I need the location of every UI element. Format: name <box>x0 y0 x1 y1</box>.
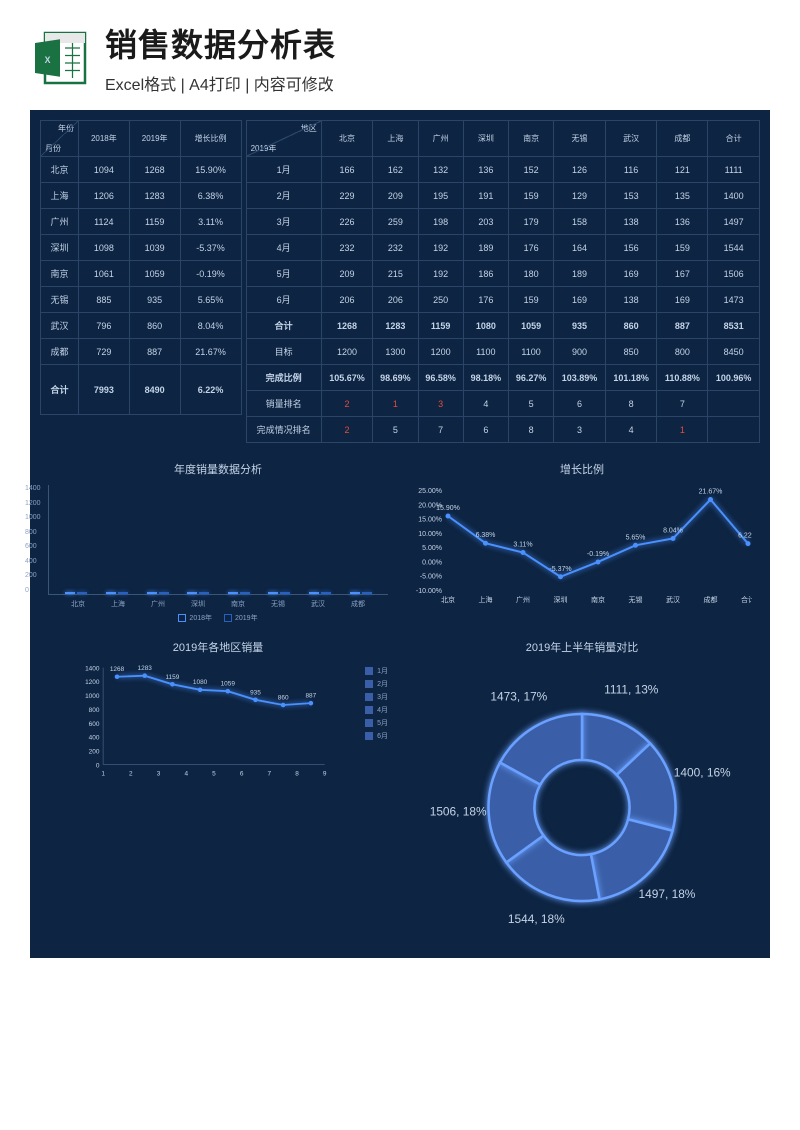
svg-text:合计: 合计 <box>741 595 752 604</box>
table-cell: 北京 <box>41 157 79 183</box>
svg-text:1400, 16%: 1400, 16% <box>674 766 731 780</box>
svg-text:6: 6 <box>240 771 244 778</box>
svg-text:5: 5 <box>212 771 216 778</box>
table-cell: 上海 <box>41 183 79 209</box>
svg-text:南京: 南京 <box>591 595 605 604</box>
svg-text:800: 800 <box>89 707 100 714</box>
table-cell: 成都 <box>41 339 79 365</box>
svg-text:-10.00%: -10.00% <box>416 588 442 595</box>
growth-chart: 增长比例 25.00%20.00%15.00%10.00%5.00%0.00%-… <box>404 453 760 623</box>
svg-text:1268: 1268 <box>110 666 125 673</box>
svg-text:武汉: 武汉 <box>666 595 680 604</box>
svg-text:-0.19%: -0.19% <box>587 551 609 558</box>
svg-text:860: 860 <box>278 694 289 701</box>
right-table: 地区2019年 北京上海广州深圳南京无锡武汉成都合计 1月16616213213… <box>246 120 760 443</box>
svg-text:1: 1 <box>101 771 105 778</box>
svg-text:3: 3 <box>157 771 161 778</box>
page-subtitle: Excel格式 | A4打印 | 内容可修改 <box>105 71 770 95</box>
table-cell: 广州 <box>41 209 79 235</box>
svg-text:15.90%: 15.90% <box>436 505 460 512</box>
svg-text:6.38%: 6.38% <box>476 532 496 539</box>
left-table: 年份月份 2018年 2019年 增长比例 北京1094126815.90%上海… <box>40 120 242 415</box>
bar-chart: 年度销量数据分析 1400120010008006004002000 北京上海广… <box>40 453 396 623</box>
svg-text:1080: 1080 <box>193 679 208 686</box>
svg-text:7: 7 <box>268 771 272 778</box>
svg-text:1400: 1400 <box>85 665 100 672</box>
svg-text:200: 200 <box>89 748 100 755</box>
dashboard: 年份月份 2018年 2019年 增长比例 北京1094126815.90%上海… <box>30 110 770 958</box>
svg-text:887: 887 <box>305 693 316 700</box>
svg-text:成都: 成都 <box>704 595 718 604</box>
svg-text:广州: 广州 <box>516 595 530 604</box>
svg-text:5.65%: 5.65% <box>626 534 646 541</box>
svg-text:深圳: 深圳 <box>554 595 568 604</box>
svg-text:1000: 1000 <box>85 693 100 700</box>
svg-text:8: 8 <box>295 771 299 778</box>
svg-text:1111, 13%: 1111, 13% <box>604 683 659 697</box>
svg-text:1283: 1283 <box>138 665 153 672</box>
header: X 销售数据分析表 Excel格式 | A4打印 | 内容可修改 <box>0 0 800 110</box>
svg-text:600: 600 <box>89 721 100 728</box>
svg-text:1544, 18%: 1544, 18% <box>508 912 565 926</box>
svg-text:无锡: 无锡 <box>629 595 643 604</box>
svg-text:400: 400 <box>89 735 100 742</box>
svg-text:-5.37%: -5.37% <box>549 566 571 573</box>
svg-text:-5.00%: -5.00% <box>420 574 442 581</box>
svg-text:0: 0 <box>96 762 100 769</box>
svg-text:2: 2 <box>129 771 133 778</box>
donut-chart: 2019年上半年销量对比 1111, 13%1400, 16%1497, 18%… <box>404 631 760 948</box>
svg-text:1473, 17%: 1473, 17% <box>490 690 547 704</box>
svg-text:X: X <box>45 55 51 65</box>
svg-text:1497, 18%: 1497, 18% <box>639 887 696 901</box>
region-chart: 2019年各地区销量 14001200100080060040020001268… <box>40 631 396 948</box>
svg-text:1059: 1059 <box>221 681 236 688</box>
svg-text:8.04%: 8.04% <box>663 527 683 534</box>
table-cell: 无锡 <box>41 287 79 313</box>
svg-text:21.67%: 21.67% <box>699 489 723 496</box>
svg-text:25.00%: 25.00% <box>418 488 442 495</box>
svg-text:15.00%: 15.00% <box>418 517 442 524</box>
svg-text:1159: 1159 <box>165 674 179 681</box>
svg-text:5.00%: 5.00% <box>422 545 442 552</box>
svg-text:10.00%: 10.00% <box>418 531 442 538</box>
table-cell: 武汉 <box>41 313 79 339</box>
svg-text:9: 9 <box>323 771 327 778</box>
svg-text:6.22%: 6.22% <box>738 533 752 540</box>
excel-icon: X <box>30 28 90 88</box>
svg-text:1200: 1200 <box>85 679 100 686</box>
svg-text:北京: 北京 <box>441 595 455 604</box>
page-title: 销售数据分析表 <box>105 20 770 66</box>
table-cell: 深圳 <box>41 235 79 261</box>
svg-text:1506, 18%: 1506, 18% <box>430 804 487 818</box>
svg-text:935: 935 <box>250 689 261 696</box>
svg-text:3.11%: 3.11% <box>513 542 532 549</box>
svg-text:4: 4 <box>184 771 188 778</box>
table-cell: 南京 <box>41 261 79 287</box>
svg-text:上海: 上海 <box>479 595 493 604</box>
svg-text:0.00%: 0.00% <box>422 559 442 566</box>
